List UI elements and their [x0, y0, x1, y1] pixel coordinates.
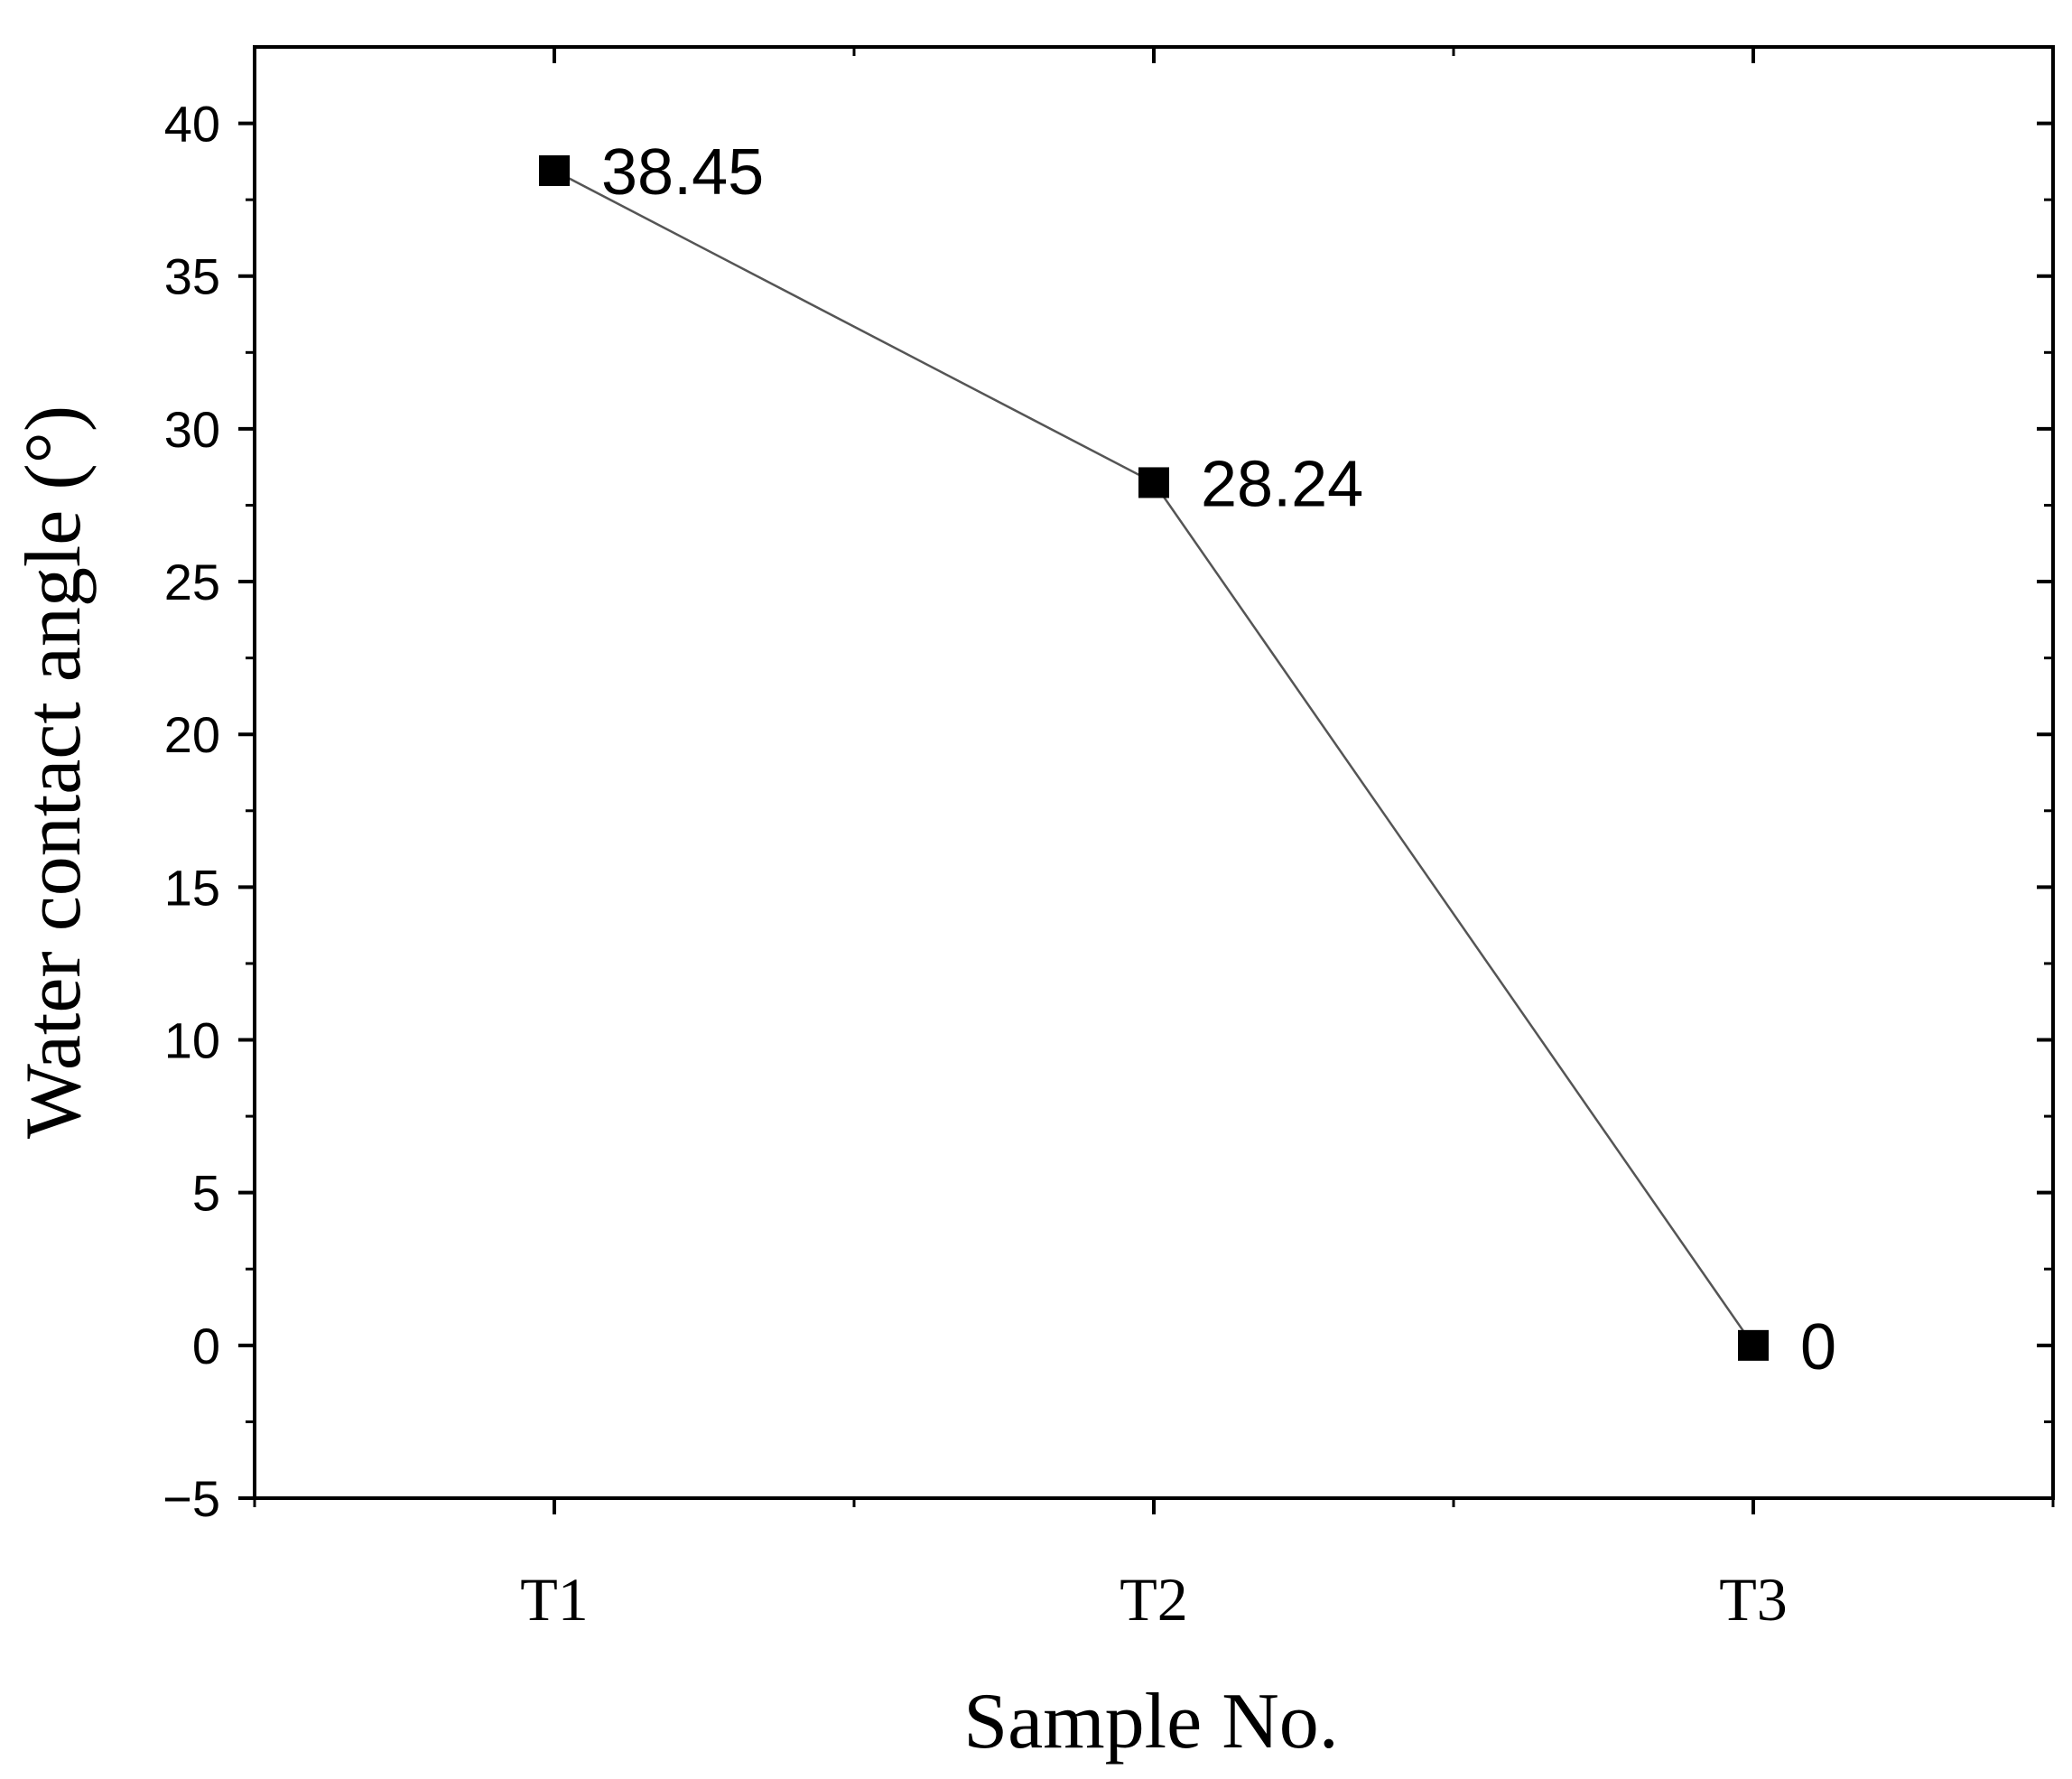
data-label-t1: 38.45	[601, 136, 764, 209]
y-tick-label: 40	[164, 96, 220, 153]
y-tick-label: 10	[164, 1012, 220, 1069]
y-tick-label: 15	[164, 859, 220, 916]
y-tick-labels: 40 35 30 25 20 15 10 5 0 −5	[163, 96, 220, 1527]
x-tick-label: T1	[520, 1565, 589, 1634]
x-tick-labels: T1 T2 T3	[520, 1565, 1788, 1634]
y-tick-label: 25	[164, 554, 220, 610]
x-axis-title: Sample No.	[963, 1678, 1339, 1765]
series-line	[553, 169, 1755, 1346]
y-tick-label: 5	[192, 1165, 220, 1222]
y-tick-label: 0	[192, 1318, 220, 1374]
axis-ticks	[238, 47, 2055, 1514]
x-tick-label: T3	[1719, 1565, 1788, 1634]
plot-frame	[253, 45, 2055, 1500]
y-tick-label: 20	[164, 706, 220, 763]
data-point-t2	[1138, 467, 1169, 498]
data-point-t3	[1738, 1329, 1769, 1361]
data-labels: 38.45 28.24 0	[601, 136, 1836, 1383]
y-axis-title: Water contact angle (°)	[10, 405, 98, 1139]
data-markers	[539, 155, 1769, 1361]
data-label-t2: 28.24	[1201, 448, 1363, 520]
y-tick-label: 35	[164, 248, 220, 305]
data-point-t1	[539, 155, 570, 187]
data-label-t3: 0	[1800, 1311, 1836, 1383]
y-tick-label: 30	[164, 401, 220, 458]
y-tick-label: −5	[163, 1470, 220, 1527]
x-tick-label: T2	[1120, 1565, 1188, 1634]
